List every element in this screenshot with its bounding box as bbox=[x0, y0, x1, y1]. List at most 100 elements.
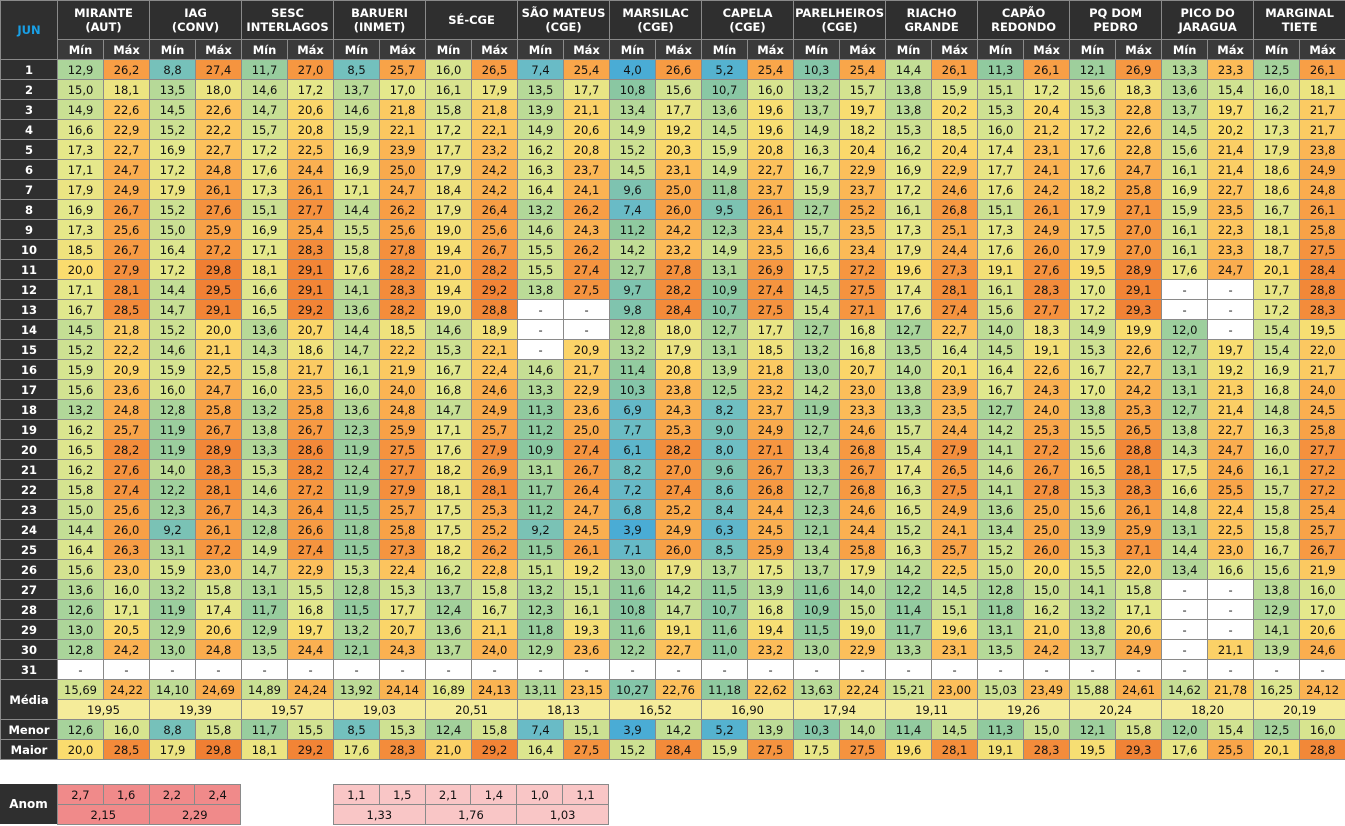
max-temp-cell: 20,9 bbox=[563, 339, 611, 360]
max-temp-cell: 24,9 bbox=[655, 519, 703, 540]
max-temp-cell: 23,0 bbox=[839, 379, 887, 400]
station-name-line2: (CGE) bbox=[729, 20, 766, 34]
min-temp-cell: 12,8 bbox=[977, 579, 1025, 600]
min-temp-cell: - bbox=[517, 659, 565, 680]
max-temp-cell: 22,2 bbox=[379, 339, 427, 360]
max-temp-cell: 15,8 bbox=[471, 579, 519, 600]
max-temp-cell: 26,1 bbox=[1299, 199, 1345, 220]
min-temp-cell: 16,4 bbox=[57, 539, 104, 560]
min-temp-cell: 13,2 bbox=[1069, 599, 1117, 620]
min-temp-cell: 13,6 bbox=[333, 299, 381, 320]
min-temp-cell: 18,7 bbox=[1253, 239, 1301, 260]
min-temp-cell: 16,3 bbox=[793, 139, 841, 160]
min-temp-cell: 17,6 bbox=[885, 299, 933, 320]
maior-value: 28,3 bbox=[1023, 739, 1071, 760]
max-temp-cell: 16,2 bbox=[1023, 599, 1071, 620]
min-temp-cell: 15,6 bbox=[1069, 439, 1117, 460]
min-temp-cell: - bbox=[1161, 599, 1209, 620]
max-temp-cell: 28,1 bbox=[931, 279, 979, 300]
max-temp-cell: 27,8 bbox=[655, 259, 703, 280]
max-temp-cell: 25,2 bbox=[471, 519, 519, 540]
min-temp-cell: 14,1 bbox=[977, 479, 1025, 500]
station-name-line1: MIRANTE bbox=[74, 6, 133, 20]
min-temp-cell: 17,9 bbox=[885, 239, 933, 260]
max-temp-cell: 13,9 bbox=[747, 579, 795, 600]
min-temp-cell: 11,9 bbox=[793, 399, 841, 420]
min-temp-cell: 16,4 bbox=[517, 179, 565, 200]
max-temp-cell: 18,3 bbox=[1115, 79, 1163, 100]
min-temp-cell: 13,3 bbox=[517, 379, 565, 400]
min-temp-cell: 15,9 bbox=[793, 179, 841, 200]
min-temp-cell: 16,1 bbox=[425, 79, 473, 100]
min-temp-cell: 17,0 bbox=[1069, 279, 1117, 300]
max-temp-cell: 21,8 bbox=[103, 319, 150, 340]
max-temp-cell: 19,5 bbox=[1299, 319, 1345, 340]
station-header: MIRANTE (AUT) bbox=[57, 0, 150, 40]
max-temp-cell: 17,5 bbox=[747, 559, 795, 580]
media-value: 14,10 bbox=[149, 679, 196, 700]
min-temp-cell: 9,6 bbox=[609, 179, 657, 200]
min-temp-cell: 17,2 bbox=[885, 179, 933, 200]
max-temp-cell: 27,2 bbox=[287, 479, 335, 500]
max-temp-cell: 22,9 bbox=[563, 379, 611, 400]
max-temp-cell: 23,7 bbox=[563, 159, 611, 180]
min-temp-cell: 12,9 bbox=[149, 619, 196, 640]
max-temp-cell: 27,0 bbox=[287, 59, 335, 80]
media-value: 15,21 bbox=[885, 679, 933, 700]
max-temp-cell: 27,5 bbox=[1299, 239, 1345, 260]
min-temp-cell: 13,2 bbox=[517, 579, 565, 600]
day-row: 16 15,9 20,9 15,9 22,5 15,8 21,7 16,1 21,9 16,7 22… bbox=[0, 359, 1345, 380]
menor-value: 12,1 bbox=[1069, 719, 1117, 740]
max-temp-cell: 24,9 bbox=[1023, 219, 1071, 240]
min-temp-cell: 16,4 bbox=[977, 359, 1025, 380]
max-temp-cell: 28,2 bbox=[103, 439, 150, 460]
min-temp-cell: 15,8 bbox=[1253, 519, 1301, 540]
max-temp-cell: 21,7 bbox=[1299, 359, 1345, 380]
min-temp-cell: 14,3 bbox=[241, 339, 289, 360]
max-temp-cell: 25,6 bbox=[103, 219, 150, 240]
maior-value: 27,5 bbox=[747, 739, 795, 760]
max-temp-cell: 25,0 bbox=[563, 419, 611, 440]
max-temp-cell: 20,8 bbox=[747, 139, 795, 160]
min-temp-cell: 12,9 bbox=[241, 619, 289, 640]
max-temp-cell: 23,3 bbox=[1207, 59, 1255, 80]
maior-value: 28,3 bbox=[379, 739, 427, 760]
max-temp-cell: 24,2 bbox=[655, 219, 703, 240]
max-temp-cell: 26,0 bbox=[103, 519, 150, 540]
min-temp-cell: 15,1 bbox=[517, 559, 565, 580]
max-temp-cell: 27,6 bbox=[1023, 259, 1071, 280]
min-temp-cell: 15,4 bbox=[885, 439, 933, 460]
min-temp-cell: 17,6 bbox=[1069, 159, 1117, 180]
max-temp-cell: 21,4 bbox=[1207, 399, 1255, 420]
max-temp-cell: 26,4 bbox=[563, 479, 611, 500]
max-temp-cell: 23,7 bbox=[839, 179, 887, 200]
day-cell: 13 bbox=[0, 299, 58, 320]
menor-value: 12,6 bbox=[57, 719, 104, 740]
day-cell: 21 bbox=[0, 459, 58, 480]
min-temp-cell: 11,6 bbox=[609, 619, 657, 640]
max-temp-cell: 29,2 bbox=[287, 299, 335, 320]
max-temp-cell: 19,3 bbox=[563, 619, 611, 640]
max-temp-cell: - bbox=[103, 659, 150, 680]
max-temp-cell: - bbox=[1115, 659, 1163, 680]
min-temp-cell: 13,6 bbox=[333, 399, 381, 420]
max-temp-cell: 25,9 bbox=[1115, 519, 1163, 540]
min-temp-cell: 10,9 bbox=[517, 439, 565, 460]
max-temp-cell: 24,7 bbox=[103, 159, 150, 180]
max-temp-cell: 25,4 bbox=[747, 59, 795, 80]
menor-value: 11,3 bbox=[977, 719, 1025, 740]
day-cell: 3 bbox=[0, 99, 58, 120]
min-temp-cell: 13,8 bbox=[1069, 619, 1117, 640]
max-temp-cell: 25,0 bbox=[655, 179, 703, 200]
max-temp-cell: 22,6 bbox=[194, 99, 243, 120]
max-temp-cell: 27,4 bbox=[287, 539, 335, 560]
day-cell: 14 bbox=[0, 319, 58, 340]
min-temp-cell: 14,2 bbox=[609, 239, 657, 260]
min-temp-cell: 9,0 bbox=[701, 419, 749, 440]
min-temp-cell: 13,2 bbox=[517, 199, 565, 220]
min-temp-cell: 15,8 bbox=[333, 239, 381, 260]
max-temp-cell: 21,1 bbox=[194, 339, 243, 360]
min-temp-cell: 14,9 bbox=[517, 119, 565, 140]
max-temp-cell: 27,5 bbox=[931, 479, 979, 500]
day-cell: 22 bbox=[0, 479, 58, 500]
